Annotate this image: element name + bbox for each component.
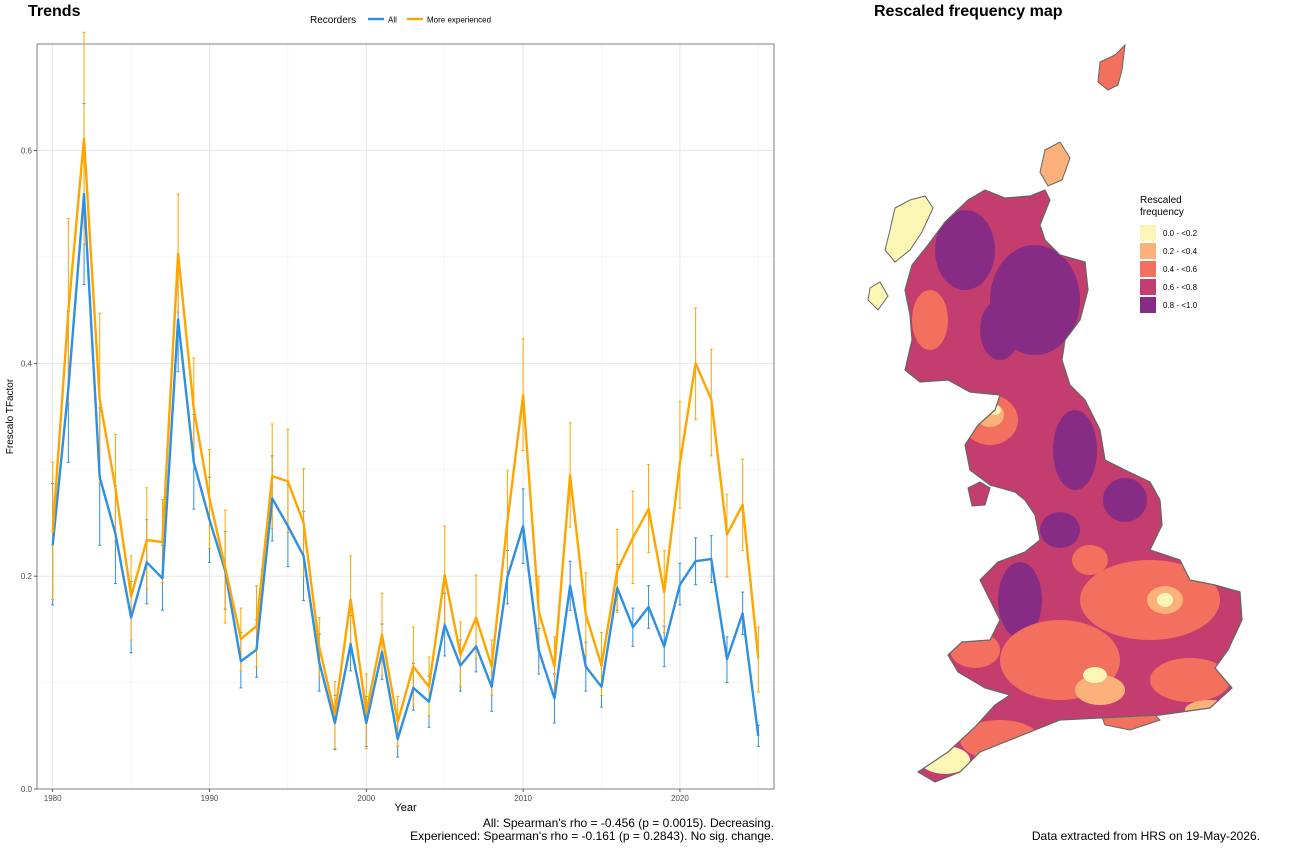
y-tick-label: 0.2	[21, 572, 33, 581]
map-footer: Data extracted from HRS on 19-May-2026.	[1031, 829, 1260, 843]
map-legend-swatch	[1140, 261, 1156, 277]
map-legend-swatch	[1140, 225, 1156, 241]
all-series-line	[51, 192, 760, 741]
frequency-map	[867, 43, 1243, 783]
map-legend-title-line1: Rescaled	[1140, 195, 1182, 206]
south-uist-island	[867, 281, 889, 311]
shetland-island	[1097, 43, 1126, 91]
legend-label: More experienced	[427, 16, 491, 25]
map-legend-title-line2: frequency	[1140, 207, 1184, 218]
y-tick-label: 0.6	[21, 146, 33, 155]
chart-grid	[37, 44, 774, 790]
y-tick-label: 0.4	[21, 359, 33, 368]
isle-of-man	[967, 481, 991, 507]
stats-experienced-text: Experienced: Spearman's rho = -0.161 (p …	[410, 829, 774, 843]
map-legend-item: 0.6 - <0.8	[1140, 278, 1197, 296]
map-legend-swatch	[1140, 297, 1156, 313]
map-legend-items: 0.0 - <0.2 0.2 - <0.4 0.4 - <0.6 0.6 - <0.8…	[1140, 224, 1197, 314]
map-legend-item: 0.0 - <0.2	[1140, 224, 1197, 242]
mainland-outline	[904, 189, 1243, 783]
hebrides-island	[884, 195, 934, 263]
map-legend-swatch	[1140, 243, 1156, 259]
chart-axes: 0.0 0.2 0.4 0.6 1980 1990 2000 2010 2020 Year Fres…	[5, 146, 689, 814]
legend-title: Recorders	[310, 15, 356, 26]
map-legend-swatch	[1140, 279, 1156, 295]
mainland-fill	[905, 190, 1242, 782]
x-tick-label: 2020	[671, 794, 689, 803]
map-legend-label: 0.0 - <0.2	[1163, 228, 1198, 238]
plot-border	[36, 43, 775, 790]
chart-legend: Recorders All More experienced	[310, 15, 491, 26]
more-experienced-series-line	[51, 137, 760, 724]
map-legend-label: 0.2 - <0.4	[1163, 246, 1198, 256]
y-tick-label: 0.0	[21, 785, 33, 794]
map-legend-item: 0.8 - <1.0	[1140, 296, 1197, 314]
x-tick-label: 1980	[44, 794, 62, 803]
legend-label: All	[388, 16, 397, 25]
x-tick-label: 1990	[201, 794, 219, 803]
y-axis-label: Frescalo TFactor	[5, 378, 16, 454]
map-title: Rescaled frequency map	[874, 3, 1063, 20]
map-legend: Rescaled frequency 0.0 - <0.2 0.2 - <0.4 0…	[1140, 195, 1197, 314]
trends-title: Trends	[28, 3, 81, 20]
map-legend-item: 0.2 - <0.4	[1140, 242, 1197, 260]
map-legend-label: 0.6 - <0.8	[1163, 282, 1198, 292]
map-legend-label: 0.4 - <0.6	[1163, 264, 1198, 274]
stats-caption: All: Spearman's rho = -0.456 (p = 0.0015…	[274, 817, 774, 843]
trends-chart: Recorders All More experienced 0.00.20.40.…	[5, 15, 775, 814]
x-tick-label: 2010	[514, 794, 532, 803]
map-legend-title: Rescaled frequency	[1140, 195, 1197, 219]
orkney-island	[1039, 141, 1071, 187]
stats-all-text: All: Spearman's rho = -0.456 (p = 0.0015…	[482, 816, 774, 830]
x-tick-label: 2000	[357, 794, 375, 803]
map-legend-item: 0.4 - <0.6	[1140, 260, 1197, 278]
map-legend-label: 0.8 - <1.0	[1163, 300, 1198, 310]
chart-series	[51, 31, 760, 758]
x-axis-label: Year	[394, 802, 417, 814]
